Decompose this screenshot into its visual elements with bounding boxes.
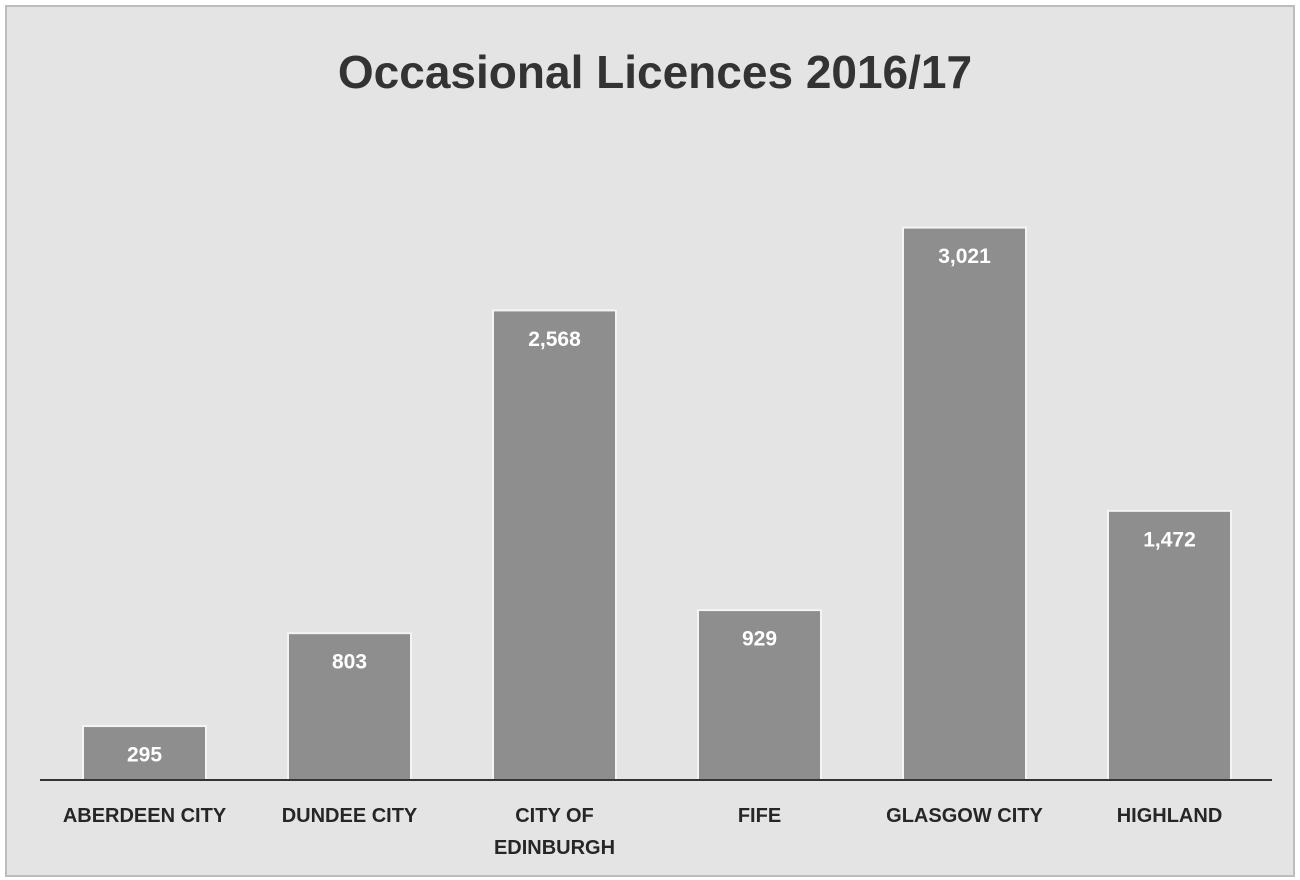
x-tick-label: CITY OF EDINBURGH [493, 805, 616, 859]
bar [697, 609, 822, 782]
bar [1107, 509, 1232, 781]
data-label: 803 [332, 651, 367, 674]
data-label: 2,568 [528, 328, 581, 351]
chart-title: Occasional Licences 2016/17 [338, 46, 972, 98]
data-label: 295 [127, 744, 162, 767]
bar [82, 725, 207, 781]
x-tick-label: GLASGOW CITY [886, 805, 1043, 827]
chart-background [5, 5, 1295, 877]
data-label: 3,021 [938, 245, 991, 268]
x-tick-label: DUNDEE CITY [281, 805, 418, 827]
x-tick-label: HIGHLAND [1116, 805, 1223, 827]
data-label: 1,472 [1143, 528, 1196, 551]
x-tick-label: ABERDEEN CITY [62, 805, 227, 827]
bar [492, 309, 617, 781]
data-label: 929 [742, 628, 777, 651]
x-tick-label: FIFE [737, 805, 782, 827]
bar [287, 632, 412, 781]
bar [902, 226, 1027, 782]
